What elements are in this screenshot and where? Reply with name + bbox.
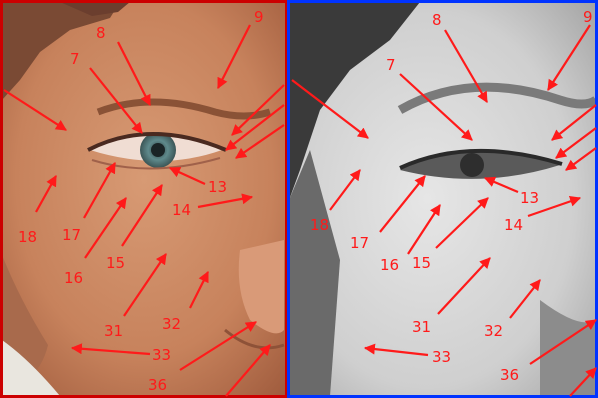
arrow-17: [83, 162, 116, 219]
label-17: 17: [350, 234, 369, 252]
label-18: 18: [310, 216, 329, 234]
label-9: 9: [583, 8, 593, 26]
arrow-left-edge: [291, 79, 369, 139]
label-17: 17: [62, 226, 81, 244]
nose-bridge: [238, 240, 284, 334]
arrow-15: [121, 184, 163, 247]
arrow-9: [217, 24, 251, 89]
left-annotations: 8 9 7 13 14 18 17 16 15 31 32 33 36: [3, 8, 285, 397]
label-8: 8: [432, 11, 442, 29]
arrow-9: [547, 24, 591, 91]
label-7: 7: [386, 56, 396, 74]
arrow-corner-c: [565, 147, 597, 171]
label-15: 15: [412, 254, 431, 272]
label-7: 7: [70, 50, 80, 68]
brow-ridge: [397, 82, 598, 114]
arrow-33: [70, 343, 151, 356]
label-8: 8: [96, 24, 106, 42]
arrow-corner-b: [555, 127, 597, 159]
label-15: 15: [106, 254, 125, 272]
right-panel-border: [287, 0, 598, 398]
label-33: 33: [432, 348, 451, 366]
arrow-corner-a: [551, 104, 597, 141]
arrow-33: [363, 343, 429, 357]
right-annotations: 8 9 7 13 14 18 17 16 15 31 32 33 36: [291, 8, 597, 397]
label-18: 18: [18, 228, 37, 246]
label-14: 14: [172, 201, 191, 219]
iris: [460, 153, 484, 177]
label-36: 36: [500, 366, 519, 384]
arrow-31: [437, 257, 491, 315]
arrow-8: [444, 29, 488, 103]
arrow-31: [123, 253, 167, 317]
label-14: 14: [504, 216, 523, 234]
arrow-18: [35, 175, 57, 213]
arrow-36: [179, 321, 257, 371]
side-shadow: [289, 150, 340, 396]
arrow-corner-b: [225, 104, 285, 151]
arrow-17: [379, 175, 426, 233]
arrow-14: [527, 196, 582, 218]
upper-eyelid: [87, 132, 227, 152]
arrow-corner-c: [235, 124, 285, 159]
arrow-32: [189, 271, 209, 309]
right-photo-panel: [287, 0, 598, 398]
nostril: [224, 328, 285, 350]
pupil: [151, 143, 165, 157]
hair-tuft: [60, 2, 130, 16]
arrow-7: [89, 67, 143, 134]
label-32: 32: [162, 315, 181, 333]
arrow-8: [117, 41, 151, 106]
arrow-16: [407, 204, 441, 255]
arrow-left-edge: [3, 89, 67, 131]
arrow-16: [84, 197, 127, 259]
arrow-36b: [225, 344, 271, 397]
arrow-13: [168, 166, 206, 186]
label-31: 31: [412, 318, 431, 336]
jaw-shadow: [540, 300, 596, 396]
label-16: 16: [64, 269, 83, 287]
arrow-13: [483, 176, 519, 194]
upper-eyelid: [399, 149, 563, 170]
label-9: 9: [254, 8, 264, 26]
label-13: 13: [208, 178, 227, 196]
label-36: 36: [148, 376, 167, 394]
arrow-7: [399, 73, 473, 141]
arrow-36: [529, 319, 597, 365]
lower-eyelid: [91, 157, 221, 170]
arrow-18: [329, 169, 361, 211]
label-16: 16: [380, 256, 399, 274]
arrow-corner-a: [231, 84, 285, 136]
collar: [2, 340, 60, 396]
hair: [289, 2, 420, 200]
arrow-32: [509, 279, 541, 319]
hair-shadow: [2, 2, 120, 100]
label-31: 31: [104, 322, 123, 340]
left-panel-border: [0, 0, 288, 398]
arrow-15: [435, 197, 489, 249]
label-32: 32: [484, 322, 503, 340]
label-33: 33: [152, 346, 171, 364]
arrow-14: [197, 193, 254, 209]
label-13: 13: [520, 189, 539, 207]
arrow-36b: [569, 367, 597, 397]
